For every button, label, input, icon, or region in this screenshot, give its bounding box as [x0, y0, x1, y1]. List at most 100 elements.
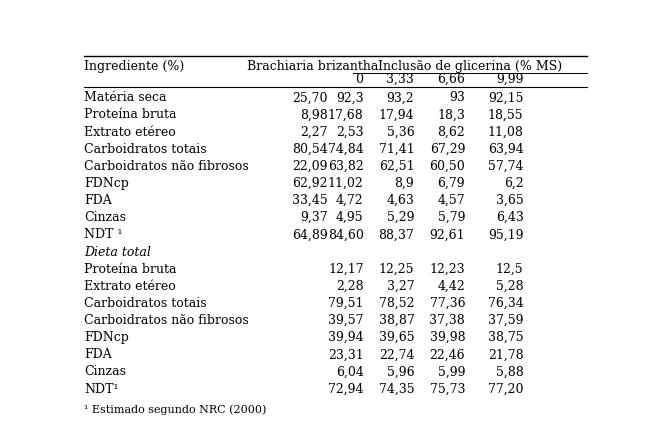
Text: 4,95: 4,95 — [336, 211, 364, 224]
Text: Matéria seca: Matéria seca — [84, 91, 167, 104]
Text: Extrato etéreo: Extrato etéreo — [84, 125, 176, 139]
Text: 5,99: 5,99 — [438, 366, 465, 378]
Text: 0: 0 — [356, 73, 364, 86]
Text: 38,87: 38,87 — [379, 314, 415, 327]
Text: 2,28: 2,28 — [336, 280, 364, 293]
Text: 3,33: 3,33 — [386, 73, 415, 86]
Text: 8,98: 8,98 — [301, 108, 328, 122]
Text: Inclusão de glicerina (% MS): Inclusão de glicerina (% MS) — [378, 60, 562, 73]
Text: 39,98: 39,98 — [430, 331, 465, 344]
Text: 93,2: 93,2 — [386, 91, 415, 104]
Text: 22,46: 22,46 — [430, 348, 465, 361]
Text: 57,74: 57,74 — [488, 160, 523, 173]
Text: 3,27: 3,27 — [386, 280, 415, 293]
Text: Carboidratos não fibrosos: Carboidratos não fibrosos — [84, 160, 249, 173]
Text: 79,51: 79,51 — [328, 297, 364, 310]
Text: 2,27: 2,27 — [301, 125, 328, 139]
Text: 77,36: 77,36 — [430, 297, 465, 310]
Text: 63,94: 63,94 — [488, 143, 523, 156]
Text: 17,94: 17,94 — [379, 108, 415, 122]
Text: 93: 93 — [449, 91, 465, 104]
Text: 21,78: 21,78 — [488, 348, 523, 361]
Text: 80,54: 80,54 — [292, 143, 328, 156]
Text: 33,45: 33,45 — [292, 194, 328, 207]
Text: 39,94: 39,94 — [328, 331, 364, 344]
Text: 37,59: 37,59 — [488, 314, 523, 327]
Text: FDNcp: FDNcp — [84, 177, 129, 190]
Text: 22,09: 22,09 — [293, 160, 328, 173]
Text: 5,96: 5,96 — [386, 366, 415, 378]
Text: Proteína bruta: Proteína bruta — [84, 263, 177, 276]
Text: 67,29: 67,29 — [430, 143, 465, 156]
Text: 84,60: 84,60 — [328, 229, 364, 241]
Text: 5,88: 5,88 — [496, 366, 523, 378]
Text: 18,55: 18,55 — [488, 108, 523, 122]
Text: 8,9: 8,9 — [394, 177, 415, 190]
Text: 17,68: 17,68 — [328, 108, 364, 122]
Text: 3,65: 3,65 — [496, 194, 523, 207]
Text: 5,79: 5,79 — [438, 211, 465, 224]
Text: 63,82: 63,82 — [328, 160, 364, 173]
Text: 39,57: 39,57 — [328, 314, 364, 327]
Text: Proteína bruta: Proteína bruta — [84, 108, 177, 122]
Text: 72,94: 72,94 — [328, 383, 364, 395]
Text: 38,75: 38,75 — [488, 331, 523, 344]
Text: 8,62: 8,62 — [438, 125, 465, 139]
Text: 78,52: 78,52 — [379, 297, 415, 310]
Text: 88,37: 88,37 — [379, 229, 415, 241]
Text: 6,2: 6,2 — [504, 177, 523, 190]
Text: 6,43: 6,43 — [496, 211, 523, 224]
Text: 95,19: 95,19 — [488, 229, 523, 241]
Text: 74,84: 74,84 — [328, 143, 364, 156]
Text: Cinzas: Cinzas — [84, 211, 126, 224]
Text: Carboidratos totais: Carboidratos totais — [84, 297, 207, 310]
Text: 4,63: 4,63 — [386, 194, 415, 207]
Text: 60,50: 60,50 — [430, 160, 465, 173]
Text: 5,36: 5,36 — [386, 125, 415, 139]
Text: 39,65: 39,65 — [379, 331, 415, 344]
Text: 12,5: 12,5 — [496, 263, 523, 276]
Text: 18,3: 18,3 — [438, 108, 465, 122]
Text: Dieta total: Dieta total — [84, 246, 151, 259]
Text: ¹ Estimado segundo NRC (2000): ¹ Estimado segundo NRC (2000) — [84, 404, 267, 415]
Text: 71,41: 71,41 — [379, 143, 415, 156]
Text: 2,53: 2,53 — [336, 125, 364, 139]
Text: Brachiaria brizantha: Brachiaria brizantha — [247, 60, 379, 73]
Text: 11,08: 11,08 — [487, 125, 523, 139]
Text: 74,35: 74,35 — [379, 383, 415, 395]
Text: 5,29: 5,29 — [387, 211, 415, 224]
Text: NDT¹: NDT¹ — [84, 383, 119, 395]
Text: 25,70: 25,70 — [293, 91, 328, 104]
Text: Cinzas: Cinzas — [84, 366, 126, 378]
Text: 4,57: 4,57 — [438, 194, 465, 207]
Text: 12,25: 12,25 — [379, 263, 415, 276]
Text: 5,28: 5,28 — [496, 280, 523, 293]
Text: Ingrediente (%): Ingrediente (%) — [84, 60, 185, 73]
Text: 11,02: 11,02 — [328, 177, 364, 190]
Text: 6,66: 6,66 — [438, 73, 465, 86]
Text: 64,89: 64,89 — [292, 229, 328, 241]
Text: 12,23: 12,23 — [430, 263, 465, 276]
Text: Carboidratos não fibrosos: Carboidratos não fibrosos — [84, 314, 249, 327]
Text: 37,38: 37,38 — [430, 314, 465, 327]
Text: 23,31: 23,31 — [328, 348, 364, 361]
Text: FDA: FDA — [84, 348, 112, 361]
Text: 77,20: 77,20 — [488, 383, 523, 395]
Text: NDT ¹: NDT ¹ — [84, 229, 123, 241]
Text: Extrato etéreo: Extrato etéreo — [84, 280, 176, 293]
Text: 92,61: 92,61 — [430, 229, 465, 241]
Text: 76,34: 76,34 — [488, 297, 523, 310]
Text: 6,04: 6,04 — [336, 366, 364, 378]
Text: FDA: FDA — [84, 194, 112, 207]
Text: 4,42: 4,42 — [438, 280, 465, 293]
Text: 9,37: 9,37 — [301, 211, 328, 224]
Text: 92,15: 92,15 — [488, 91, 523, 104]
Text: 4,72: 4,72 — [336, 194, 364, 207]
Text: 6,79: 6,79 — [438, 177, 465, 190]
Text: Carboidratos totais: Carboidratos totais — [84, 143, 207, 156]
Text: 75,73: 75,73 — [430, 383, 465, 395]
Text: 62,92: 62,92 — [293, 177, 328, 190]
Text: 12,17: 12,17 — [328, 263, 364, 276]
Text: 62,51: 62,51 — [379, 160, 415, 173]
Text: 9,99: 9,99 — [496, 73, 523, 86]
